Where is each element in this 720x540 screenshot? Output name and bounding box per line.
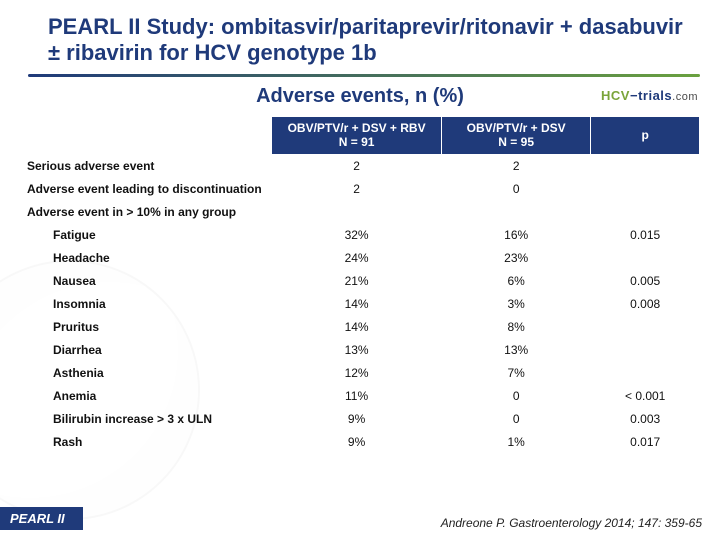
brand-hcv: HCV (601, 88, 630, 103)
header-col1-line1: OBV/PTV/r + DSV + RBV (288, 121, 426, 135)
header-empty (21, 116, 272, 154)
brand-com: .com (672, 91, 698, 103)
row-label: Adverse event in > 10% in any group (21, 200, 272, 223)
table-header-row: OBV/PTV/r + DSV + RBV N = 91 OBV/PTV/r +… (21, 116, 700, 154)
table-row: Rash9%1%0.017 (21, 430, 700, 453)
row-label: Asthenia (21, 361, 272, 384)
table-row: Adverse event in > 10% in any group (21, 200, 700, 223)
table-row: Nausea21%6%0.005 (21, 269, 700, 292)
header-col1-line2: N = 91 (278, 135, 435, 149)
cell-c2: 6% (441, 269, 590, 292)
row-label: Serious adverse event (21, 154, 272, 177)
citation: Andreone P. Gastroenterology 2014; 147: … (441, 516, 702, 530)
slide: PEARL II Study: ombitasvir/paritaprevir/… (0, 0, 720, 540)
cell-c3: 0.015 (591, 223, 700, 246)
cell-c1: 9% (272, 430, 442, 453)
header-col1: OBV/PTV/r + DSV + RBV N = 91 (272, 116, 442, 154)
cell-c1: 2 (272, 177, 442, 200)
header-col2: OBV/PTV/r + DSV N = 95 (441, 116, 590, 154)
cell-c1: 21% (272, 269, 442, 292)
title-rule (28, 74, 700, 77)
header-col2-line1: OBV/PTV/r + DSV (467, 121, 566, 135)
table-row: Diarrhea13%13% (21, 338, 700, 361)
row-empty (272, 200, 700, 223)
table-row: Headache24%23% (21, 246, 700, 269)
row-label: Nausea (21, 269, 272, 292)
row-label: Pruritus (21, 315, 272, 338)
cell-c2: 1% (441, 430, 590, 453)
brand-trials: trials (638, 88, 672, 103)
row-label: Insomnia (21, 292, 272, 315)
row-label: Rash (21, 430, 272, 453)
cell-c3: 0.005 (591, 269, 700, 292)
cell-c1: 13% (272, 338, 442, 361)
cell-c3 (591, 177, 700, 200)
table-row: Insomnia14%3%0.008 (21, 292, 700, 315)
row-label: Fatigue (21, 223, 272, 246)
table-row: Serious adverse event22 (21, 154, 700, 177)
cell-c2: 0 (441, 177, 590, 200)
table-body: Serious adverse event22Adverse event lea… (21, 154, 700, 453)
cell-c2: 8% (441, 315, 590, 338)
cell-c2: 0 (441, 384, 590, 407)
cell-c3: < 0.001 (591, 384, 700, 407)
table-row: Pruritus14%8% (21, 315, 700, 338)
row-label: Diarrhea (21, 338, 272, 361)
row-label: Bilirubin increase > 3 x ULN (21, 407, 272, 430)
adverse-events-table: OBV/PTV/r + DSV + RBV N = 91 OBV/PTV/r +… (20, 116, 700, 454)
table-row: Anemia11%0< 0.001 (21, 384, 700, 407)
cell-c2: 7% (441, 361, 590, 384)
cell-c1: 2 (272, 154, 442, 177)
row-label: Headache (21, 246, 272, 269)
cell-c2: 3% (441, 292, 590, 315)
cell-c2: 23% (441, 246, 590, 269)
footer-badge: PEARL II (0, 507, 83, 530)
cell-c3: 0.017 (591, 430, 700, 453)
cell-c2: 2 (441, 154, 590, 177)
table-row: Fatigue32%16%0.015 (21, 223, 700, 246)
row-label: Adverse event leading to discontinuation (21, 177, 272, 200)
table-row: Adverse event leading to discontinuation… (21, 177, 700, 200)
table-row: Bilirubin increase > 3 x ULN9%00.003 (21, 407, 700, 430)
cell-c1: 11% (272, 384, 442, 407)
cell-c1: 9% (272, 407, 442, 430)
cell-c2: 16% (441, 223, 590, 246)
cell-c2: 13% (441, 338, 590, 361)
brand-dash: − (630, 88, 638, 103)
cell-c3: 0.003 (591, 407, 700, 430)
cell-c1: 14% (272, 315, 442, 338)
row-label: Anemia (21, 384, 272, 407)
cell-c3 (591, 154, 700, 177)
header-col2-line2: N = 95 (448, 135, 584, 149)
table-row: Asthenia12%7% (21, 361, 700, 384)
cell-c1: 24% (272, 246, 442, 269)
cell-c1: 12% (272, 361, 442, 384)
cell-c3 (591, 246, 700, 269)
header-col3: p (591, 116, 700, 154)
brand-logo: HCV−trials.com (601, 88, 698, 103)
cell-c2: 0 (441, 407, 590, 430)
cell-c3: 0.008 (591, 292, 700, 315)
cell-c3 (591, 361, 700, 384)
cell-c1: 14% (272, 292, 442, 315)
cell-c3 (591, 338, 700, 361)
slide-title: PEARL II Study: ombitasvir/paritaprevir/… (0, 0, 720, 72)
table-container: OBV/PTV/r + DSV + RBV N = 91 OBV/PTV/r +… (0, 108, 720, 454)
cell-c3 (591, 315, 700, 338)
cell-c1: 32% (272, 223, 442, 246)
